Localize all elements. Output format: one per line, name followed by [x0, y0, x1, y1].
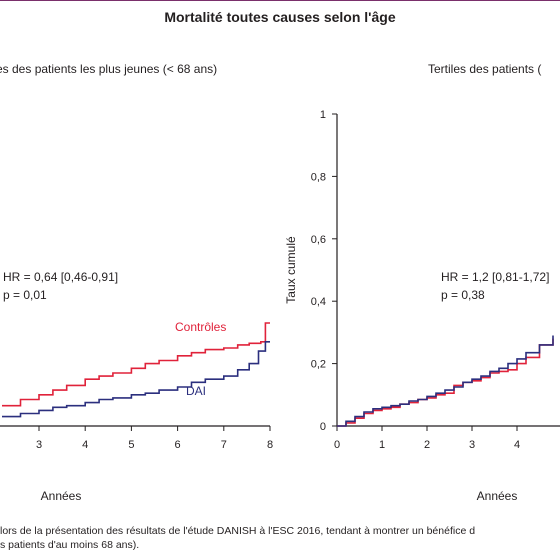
figure-caption-line-2: s patients d'au moins 68 ans). [0, 539, 140, 551]
left-x-tick-label: 5 [128, 439, 134, 451]
left-panel-title: es des patients les plus jeunes (< 68 an… [0, 62, 217, 76]
right-y-tick-label: 0,4 [311, 296, 326, 308]
right-x-tick-label: 4 [514, 439, 520, 451]
left-p-annotation: p = 0,01 [3, 288, 47, 302]
right-y-tick-label: 0,2 [311, 359, 326, 371]
left-x-tick-label: 8 [267, 439, 273, 451]
right-y-tick-label: 0,8 [311, 171, 326, 183]
right-y-tick-label: 0 [320, 421, 326, 433]
right-x-tick-label: 1 [379, 439, 385, 451]
left-x-tick-label: 6 [175, 439, 181, 451]
left-x-tick-label: 4 [82, 439, 88, 451]
right-x-tick-label: 2 [424, 439, 430, 451]
right-x-axis-label: Années [477, 489, 518, 503]
right-y-axis-label: Taux cumulé [284, 236, 298, 304]
right-y-tick-label: 0,6 [311, 234, 326, 246]
right-series-red-line [337, 338, 554, 427]
right-p-annotation: p = 0,38 [441, 288, 485, 302]
right-x-tick-label: 0 [334, 439, 340, 451]
right-hr-annotation: HR = 1,2 [0,81-1,72] [441, 270, 549, 284]
left-panel-young-patients: es des patients les plus jeunes (< 68 an… [0, 62, 273, 503]
right-panel-tertiles: Tertiles des patients ( 0 0,2 0,4 0,6 0,8 1 0 1 2… [284, 62, 560, 503]
figure-caption-line-1: lors de la présentation des résultats de… [0, 525, 476, 537]
figure-title: Mortalité toutes causes selon l'âge [164, 9, 396, 25]
right-series-blue-line [337, 335, 554, 427]
left-series-controles-line [2, 322, 270, 407]
right-x-tick-label: 3 [469, 439, 475, 451]
left-series-group [2, 322, 270, 418]
left-series-dai-line [2, 341, 270, 418]
right-panel-title: Tertiles des patients ( [428, 62, 541, 76]
right-series-group [337, 335, 554, 427]
right-y-tick-label: 1 [320, 109, 326, 121]
left-x-tick-label: 3 [36, 439, 42, 451]
left-x-axis-label: Années [41, 489, 82, 503]
left-hr-annotation: HR = 0,64 [0,46-0,91] [3, 270, 118, 284]
left-series-controles-label: Contrôles [175, 320, 226, 334]
left-x-tick-label: 7 [221, 439, 227, 451]
left-series-dai-label: DAI [186, 384, 206, 398]
